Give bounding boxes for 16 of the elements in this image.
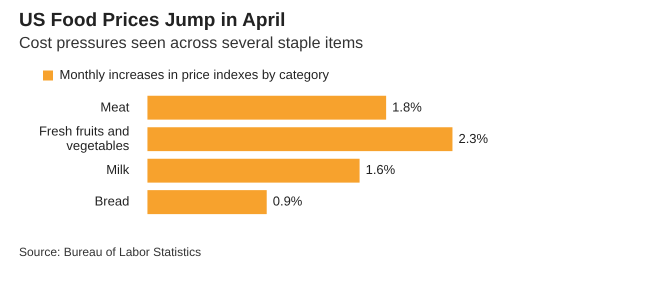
y-tick-label: Bread (94, 194, 130, 209)
chart-subtitle: Cost pressures seen across several staple items (19, 35, 364, 53)
data-label: 1.8% (392, 99, 422, 114)
data-label: 0.9% (272, 194, 303, 209)
source-note: Source: Bureau of Labor Statistics (19, 245, 202, 259)
bar (147, 158, 360, 183)
bar (147, 127, 452, 152)
bar (147, 96, 386, 120)
bar (147, 190, 267, 214)
y-tick-label: Meat (100, 99, 130, 114)
y-tick-label: Milk (106, 162, 130, 178)
y-tick-label: Fresh fruits and vegetables (38, 124, 130, 153)
legend-label: Monthly increases in price indexes by category (60, 67, 330, 82)
chart-title: US Food Prices Jump in April (19, 10, 286, 32)
data-label: 1.6% (366, 162, 396, 178)
data-label: 2.3% (458, 130, 489, 146)
